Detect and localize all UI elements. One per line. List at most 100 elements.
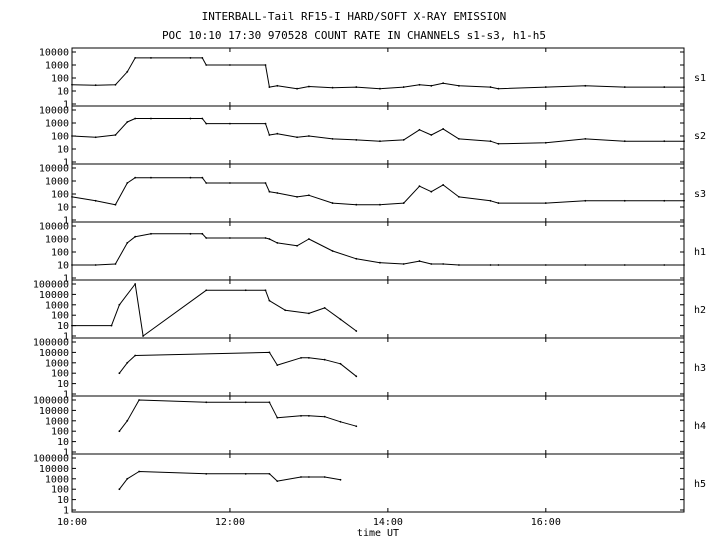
data-point-s1	[189, 57, 192, 59]
x-tick-label: 14:00	[373, 517, 403, 528]
y-tick-label-s3: 10	[57, 203, 69, 214]
data-point-s2	[126, 121, 129, 123]
data-point-h2	[142, 335, 144, 337]
data-point-h1	[205, 237, 208, 239]
data-point-h1	[134, 235, 137, 238]
panel-s3: 10000 1000 100 10 1 s3	[39, 163, 706, 227]
data-point-s2	[296, 136, 298, 139]
data-point-s1	[134, 57, 137, 59]
y-tick-label-h3: 10000	[39, 348, 69, 359]
panel-frame-h5	[71, 453, 685, 513]
data-point-s1	[544, 86, 547, 88]
data-point-s2	[308, 135, 310, 137]
data-point-s3	[663, 199, 666, 202]
y-tick-label-s2: 1000	[45, 119, 69, 130]
data-point-s2	[94, 136, 97, 139]
data-point-h1	[308, 238, 310, 240]
channel-label-h4: h4	[694, 421, 706, 432]
data-point-h3	[355, 375, 358, 378]
data-point-h1	[114, 263, 117, 265]
data-point-h5	[308, 476, 310, 478]
chart-title: INTERBALL-Tail RF15-I HARD/SOFT X-RAY EM…	[202, 10, 507, 23]
data-point-s1	[114, 83, 117, 86]
data-point-h1	[442, 263, 445, 265]
x-tick-label: 16:00	[531, 517, 561, 528]
data-point-h3	[339, 362, 342, 365]
data-point-h1	[430, 263, 433, 265]
data-point-s3	[150, 176, 152, 179]
data-point-s2	[229, 122, 231, 125]
y-tick-label-h1: 1	[63, 274, 69, 285]
data-point-s1	[497, 87, 500, 90]
data-point-s1	[442, 82, 445, 85]
data-point-h3	[276, 364, 279, 367]
data-point-s1	[94, 84, 97, 87]
data-point-s2	[623, 140, 626, 143]
data-point-s1	[623, 86, 626, 88]
y-tick-label-s3: 1	[63, 216, 69, 227]
data-point-s3	[276, 192, 279, 194]
data-point-s2	[264, 122, 267, 125]
data-point-h1	[268, 238, 271, 240]
data-point-h1	[418, 260, 421, 262]
data-point-s3	[683, 199, 685, 202]
data-point-s1	[264, 64, 267, 66]
data-point-s3	[264, 182, 267, 184]
data-point-s1	[126, 70, 129, 73]
panel-s2: 10000 1000 100 10 1 s2	[39, 105, 706, 169]
y-tick-label-h1: 100	[51, 248, 69, 259]
series-line-h4	[119, 399, 357, 432]
data-point-s3	[497, 202, 500, 204]
data-point-h2	[134, 283, 137, 285]
data-point-s1	[331, 86, 334, 89]
data-point-h5	[276, 480, 279, 483]
y-tick-label-h4: 10000	[39, 406, 69, 417]
data-point-h4	[323, 415, 326, 418]
data-point-s2	[201, 117, 204, 120]
data-point-s1	[379, 87, 381, 90]
data-point-h4	[244, 401, 247, 404]
data-point-h3	[308, 356, 310, 359]
data-point-h1	[189, 232, 192, 235]
data-point-s2	[268, 134, 271, 136]
channel-label-s2: s2	[694, 131, 706, 142]
data-point-s3	[418, 185, 421, 188]
x-tick-label: 10:00	[57, 517, 87, 528]
data-point-h4	[339, 420, 342, 423]
data-point-h5	[126, 477, 129, 480]
y-tick-label-s1: 100	[51, 74, 69, 85]
panel-frame-s1	[71, 47, 685, 107]
y-tick-label-h2: 1000	[45, 300, 69, 311]
data-point-s1	[430, 84, 433, 87]
series-line-h1	[72, 233, 684, 266]
data-point-h5	[244, 472, 247, 475]
y-tick-label-h5: 10	[57, 495, 69, 506]
data-point-s2	[584, 137, 587, 140]
data-point-h4	[268, 401, 271, 404]
data-point-s1	[663, 86, 666, 88]
data-point-s2	[114, 134, 117, 136]
data-point-s2	[430, 134, 433, 136]
y-tick-label-s3: 10000	[39, 164, 69, 175]
data-point-s2	[497, 142, 500, 145]
data-point-h1	[544, 264, 547, 266]
data-point-s2	[663, 140, 666, 143]
y-tick-label-h2: 1	[63, 332, 69, 343]
data-point-h2	[323, 307, 326, 309]
data-point-h1	[264, 237, 267, 239]
data-point-s1	[296, 87, 298, 90]
data-point-h4	[138, 399, 141, 401]
data-point-h1	[663, 264, 666, 266]
y-tick-label-h5: 100	[51, 485, 69, 496]
panel-h1: 10000 1000 100 10 1 h1	[39, 221, 706, 285]
y-tick-label-h5: 1	[63, 506, 69, 517]
series-line-h2	[72, 283, 357, 337]
y-tick-label-s1: 1000	[45, 61, 69, 72]
data-point-s3	[114, 203, 117, 206]
data-point-h5	[268, 472, 271, 475]
data-point-s2	[442, 128, 445, 130]
data-point-h2	[244, 289, 247, 292]
data-point-h2	[118, 303, 121, 306]
y-tick-label-h3: 10	[57, 379, 69, 390]
